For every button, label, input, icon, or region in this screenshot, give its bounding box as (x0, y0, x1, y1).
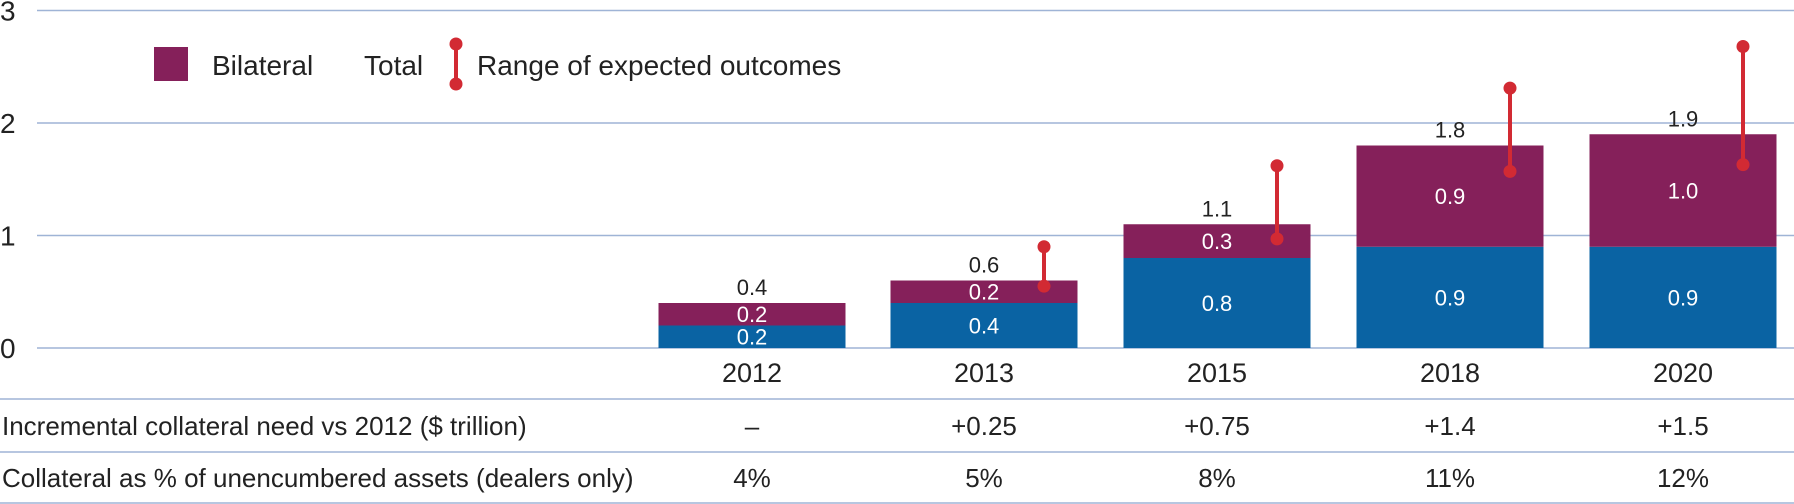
bar-bilateral-2013 (890, 280, 1078, 303)
y-axis-ticks: 0 1 2 3 (0, 0, 16, 364)
data-label-total: 0.9 (1435, 285, 1466, 310)
table-cell: +0.25 (951, 411, 1017, 441)
range-high-point (1503, 81, 1517, 95)
range-marker-2018 (1503, 81, 1517, 178)
data-labels: 0.20.20.40.40.20.60.80.31.10.90.91.80.91… (737, 106, 1699, 349)
table-cell: 11% (1425, 463, 1475, 493)
data-label-bilateral: 1.0 (1668, 178, 1699, 203)
data-label-total: 0.4 (969, 313, 1000, 338)
data-label-sum: 1.8 (1435, 118, 1466, 143)
data-label-bilateral: 0.2 (969, 280, 1000, 305)
bar-total-2020 (1589, 246, 1777, 348)
y-tick-label: 3 (0, 0, 16, 27)
x-tick-label: 2018 (1420, 358, 1480, 388)
table-cell: 12% (1657, 463, 1709, 493)
bars (658, 134, 1777, 348)
data-label-total: 0.2 (737, 325, 768, 350)
table-cell: – (745, 411, 760, 441)
range-high-point (1736, 40, 1750, 53)
bar-bilateral-2018 (1356, 145, 1544, 247)
legend-label-total: Total (364, 50, 423, 81)
bar-total-2018 (1356, 246, 1544, 348)
bar-total-2015 (1123, 258, 1311, 348)
table-row-label: Incremental collateral need vs 2012 ($ t… (2, 411, 527, 441)
y-tick-label: 1 (0, 221, 16, 252)
table-cell: +1.5 (1657, 411, 1708, 441)
data-label-sum: 0.4 (737, 275, 768, 300)
data-label-bilateral: 0.3 (1202, 229, 1233, 254)
data-label-bilateral: 0.2 (737, 302, 768, 327)
bar-bilateral-2012 (658, 303, 846, 326)
x-axis-ticks: 2012 2013 2015 2018 2020 (722, 358, 1713, 388)
legend: Bilateral Total Range of expected outcom… (154, 37, 841, 91)
bar-total-2012 (658, 325, 846, 348)
x-tick-label: 2013 (954, 358, 1014, 388)
bar-bilateral-2020 (1589, 134, 1777, 247)
range-marker-2015 (1270, 159, 1284, 246)
data-label-total: 0.9 (1668, 285, 1699, 310)
legend-label-range: Range of expected outcomes (477, 50, 841, 81)
legend-range-icon (449, 37, 463, 91)
range-high-point (1270, 159, 1284, 173)
table-row-label: Collateral as % of unencumbered assets (… (2, 463, 634, 493)
range-high-point (1037, 240, 1051, 254)
table-cell: 5% (965, 463, 1003, 493)
range-low-point (1037, 279, 1051, 293)
table-cell: 4% (733, 463, 771, 493)
y-tick-label: 2 (0, 108, 16, 139)
range-markers (1037, 40, 1750, 293)
legend-swatch-bilateral (154, 47, 188, 81)
bar-total-2013 (890, 303, 1078, 348)
x-tick-label: 2020 (1653, 358, 1713, 388)
x-tick-label: 2015 (1187, 358, 1247, 388)
range-low-point (1736, 158, 1750, 172)
data-label-sum: 0.6 (969, 253, 1000, 278)
range-marker-2020 (1736, 40, 1750, 172)
table-cell: 8% (1198, 463, 1236, 493)
legend-label-bilateral: Bilateral (212, 50, 313, 81)
x-tick-label: 2012 (722, 358, 782, 388)
data-table: Incremental collateral need vs 2012 ($ t… (0, 398, 1794, 504)
data-label-total: 0.8 (1202, 291, 1233, 316)
range-low-point (1270, 232, 1284, 246)
y-tick-label: 0 (0, 333, 16, 364)
range-marker-2013 (1037, 240, 1051, 293)
table-cell: +1.4 (1424, 411, 1475, 441)
data-label-bilateral: 0.9 (1435, 184, 1466, 209)
data-label-sum: 1.9 (1668, 106, 1699, 131)
data-label-sum: 1.1 (1202, 196, 1233, 221)
table-cell: +0.75 (1184, 411, 1250, 441)
range-low-point (1503, 164, 1517, 178)
table-row: Collateral as % of unencumbered assets (… (2, 463, 1709, 493)
table-row: Incremental collateral need vs 2012 ($ t… (2, 411, 1709, 441)
